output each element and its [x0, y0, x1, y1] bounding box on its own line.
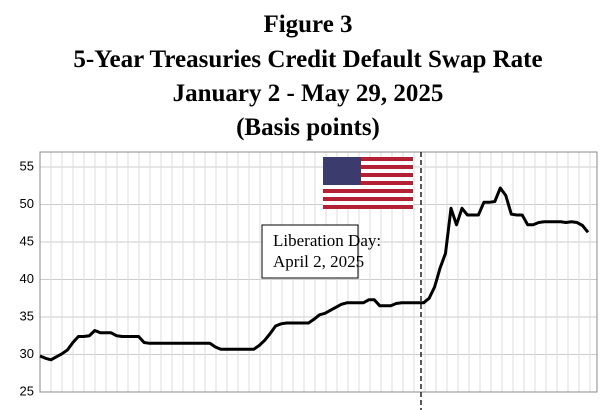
annotation: April 2, 2025 [273, 252, 364, 271]
y-tick-label: 40 [20, 271, 34, 286]
grid [39, 152, 597, 393]
chart-subtitle: (Basis points) [236, 114, 380, 141]
annotation-box [261, 224, 359, 279]
annotation: Liberation Day: [273, 231, 381, 250]
chart-title: Figure 3 [263, 11, 352, 38]
y-tick-label: 45 [20, 233, 34, 248]
chart-subtitle: 5-Year Treasuries Credit Default Swap Ra… [73, 46, 542, 73]
y-tick-label: 25 [20, 383, 34, 398]
plot-frame [39, 151, 598, 393]
series-line [39, 186, 590, 362]
us-flag [323, 157, 413, 209]
y-tick-label: 50 [20, 196, 34, 211]
chart-subtitle: January 2 - May 29, 2025 [173, 80, 444, 107]
y-tick-label: 55 [20, 158, 34, 173]
y-tick-label: 35 [20, 308, 34, 323]
y-tick-label: 30 [20, 346, 34, 361]
